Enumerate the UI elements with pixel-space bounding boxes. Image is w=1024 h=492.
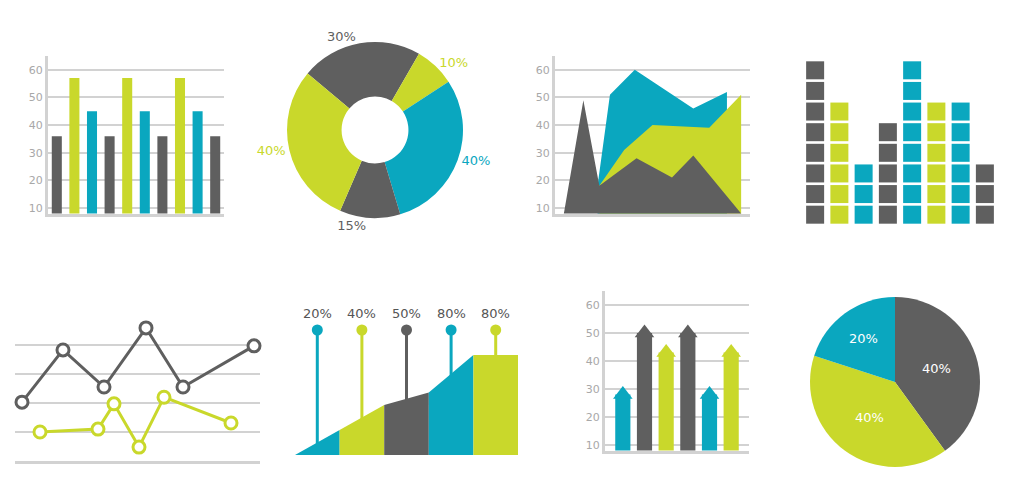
svg-text:20: 20	[586, 411, 600, 424]
svg-text:40%: 40%	[855, 410, 884, 425]
svg-text:50: 50	[586, 327, 600, 340]
svg-text:10%: 10%	[439, 55, 468, 70]
svg-text:30%: 30%	[327, 29, 356, 44]
svg-text:60: 60	[536, 64, 550, 77]
svg-text:20%: 20%	[849, 331, 878, 346]
svg-text:80%: 80%	[481, 306, 510, 321]
svg-text:40: 40	[586, 355, 600, 368]
svg-text:60: 60	[586, 299, 600, 312]
svg-text:15%: 15%	[337, 218, 366, 233]
svg-text:50: 50	[29, 91, 43, 104]
svg-text:20: 20	[536, 174, 550, 187]
svg-text:80%: 80%	[437, 306, 466, 321]
svg-text:30: 30	[29, 147, 43, 160]
svg-text:20: 20	[29, 174, 43, 187]
svg-text:40%: 40%	[257, 143, 286, 158]
svg-text:40%: 40%	[922, 361, 951, 376]
svg-text:10: 10	[536, 202, 550, 215]
svg-text:40: 40	[29, 119, 43, 132]
svg-text:20%: 20%	[303, 306, 332, 321]
svg-text:40%: 40%	[461, 153, 490, 168]
svg-text:50%: 50%	[392, 306, 421, 321]
svg-text:10: 10	[586, 439, 600, 452]
svg-text:60: 60	[29, 64, 43, 77]
svg-text:40: 40	[536, 119, 550, 132]
svg-text:30: 30	[536, 147, 550, 160]
svg-text:50: 50	[536, 91, 550, 104]
svg-text:30: 30	[586, 383, 600, 396]
svg-text:40%: 40%	[347, 306, 376, 321]
svg-text:10: 10	[29, 202, 43, 215]
